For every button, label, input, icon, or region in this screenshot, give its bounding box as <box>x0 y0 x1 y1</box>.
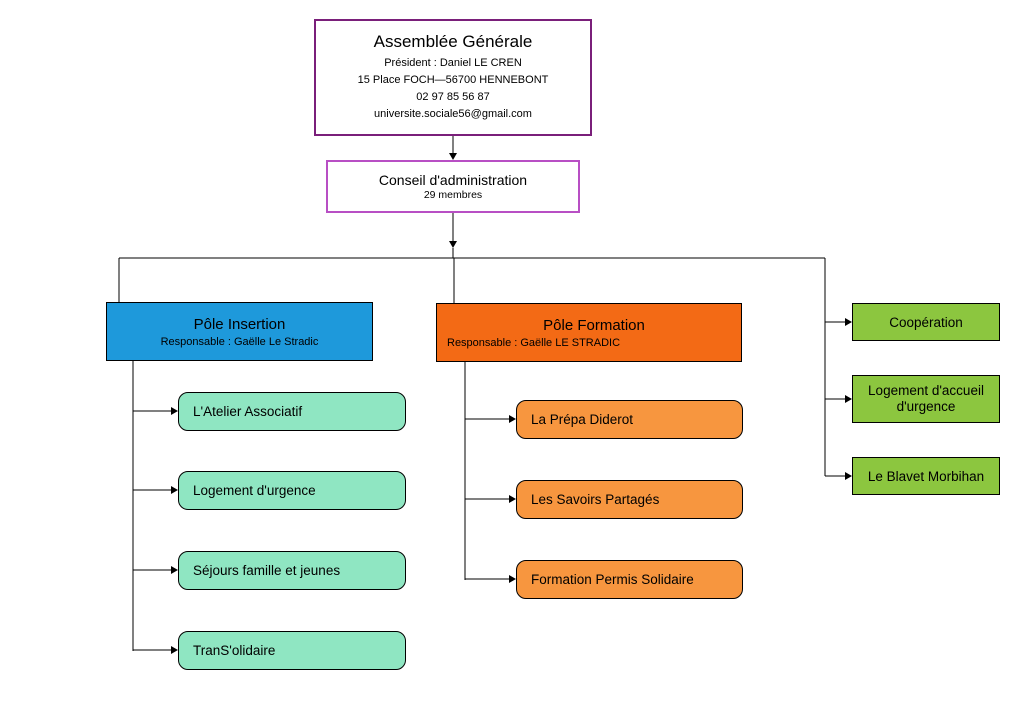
child-label: Logement d'urgence <box>193 483 316 498</box>
side-label-line1: Logement d'accueil <box>868 383 984 399</box>
insertion-child: L'Atelier Associatif <box>178 392 406 431</box>
arrowhead-right <box>171 646 178 654</box>
arrowhead-right <box>845 318 852 326</box>
arrowhead-right <box>845 472 852 480</box>
side-box-logement-accueil: Logement d'accueil d'urgence <box>852 375 1000 423</box>
assemblee-line: 02 97 85 56 87 <box>416 89 489 106</box>
child-label: L'Atelier Associatif <box>193 404 302 419</box>
arrowhead-right <box>171 486 178 494</box>
arrowhead-right <box>509 575 516 583</box>
insertion-child: Logement d'urgence <box>178 471 406 510</box>
box-pole-formation: Pôle Formation Responsable : Gaëlle LE S… <box>436 303 742 362</box>
insertion-child: TranS'olidaire <box>178 631 406 670</box>
side-label: Le Blavet Morbihan <box>868 469 984 484</box>
assemblee-line: Président : Daniel LE CREN <box>384 55 522 72</box>
child-label: TranS'olidaire <box>193 643 275 658</box>
formation-child: Les Savoirs Partagés <box>516 480 743 519</box>
box-pole-insertion: Pôle Insertion Responsable : Gaëlle Le S… <box>106 302 373 361</box>
arrowhead-right <box>171 407 178 415</box>
arrowhead-right <box>509 495 516 503</box>
conseil-subtitle: 29 membres <box>424 189 482 201</box>
pole-formation-title: Pôle Formation <box>543 317 645 334</box>
box-conseil-administration: Conseil d'administration 29 membres <box>326 160 580 213</box>
assemblee-line: universite.sociale56@gmail.com <box>374 106 532 123</box>
child-label: Formation Permis Solidaire <box>531 572 694 587</box>
side-label: Coopération <box>889 315 963 330</box>
arrowhead-down <box>449 241 457 248</box>
side-label-line2: d'urgence <box>897 399 956 415</box>
insertion-child: Séjours famille et jeunes <box>178 551 406 590</box>
child-label: Les Savoirs Partagés <box>531 492 659 507</box>
assemblee-title: Assemblée Générale <box>374 32 533 52</box>
child-label: La Prépa Diderot <box>531 412 633 427</box>
pole-insertion-subtitle: Responsable : Gaëlle Le Stradic <box>161 336 319 348</box>
pole-formation-subtitle: Responsable : Gaëlle LE STRADIC <box>447 337 620 349</box>
formation-child: Formation Permis Solidaire <box>516 560 743 599</box>
arrowhead-right <box>171 566 178 574</box>
box-assemblee-generale: Assemblée Générale Président : Daniel LE… <box>314 19 592 136</box>
child-label: Séjours famille et jeunes <box>193 563 340 578</box>
formation-child: La Prépa Diderot <box>516 400 743 439</box>
conseil-title: Conseil d'administration <box>379 172 527 188</box>
arrowhead-down <box>449 153 457 160</box>
arrowhead-right <box>509 415 516 423</box>
side-box-blavet-morbihan: Le Blavet Morbihan <box>852 457 1000 495</box>
side-box-cooperation: Coopération <box>852 303 1000 341</box>
assemblee-line: 15 Place FOCH—56700 HENNEBONT <box>358 72 549 89</box>
pole-insertion-title: Pôle Insertion <box>194 316 286 333</box>
arrowhead-right <box>845 395 852 403</box>
